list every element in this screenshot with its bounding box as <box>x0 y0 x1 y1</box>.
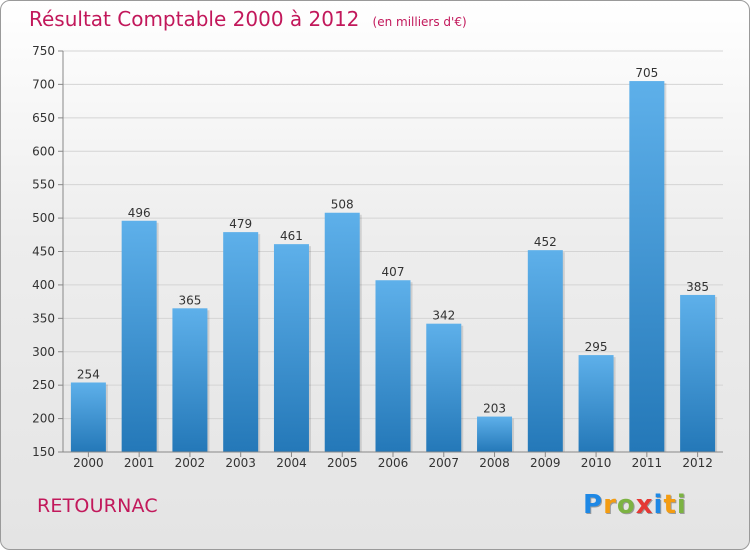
logo-letter: i <box>676 490 687 520</box>
x-tick-label: 2009 <box>530 456 561 470</box>
commune-name: RETOURNAC <box>37 495 158 517</box>
logo-letter: t <box>663 490 677 520</box>
y-tick-label: 600 <box>32 144 55 158</box>
bar-2002 <box>172 308 208 452</box>
y-axis: 150 200 250 300 350 400 450 500 550 600 650 700 750 <box>32 44 64 459</box>
x-tick-label: 2002 <box>175 456 206 470</box>
x-tick-label: 2003 <box>225 456 256 470</box>
bar-2008 <box>477 416 513 452</box>
bar-2011 <box>629 81 665 452</box>
logo-letter: r <box>603 490 617 520</box>
x-tick-label: 2011 <box>632 456 663 470</box>
bar-2004 <box>273 244 309 452</box>
data-label: 342 <box>432 309 455 323</box>
data-label: 705 <box>635 66 658 80</box>
logo-letter: P <box>583 490 604 520</box>
bar-2005 <box>324 212 360 452</box>
bar-2003 <box>223 232 259 452</box>
y-tick-label: 400 <box>32 278 55 292</box>
data-label: 508 <box>331 198 354 212</box>
y-tick-label: 650 <box>32 111 55 125</box>
bar-2001 <box>121 220 157 452</box>
x-tick-label: 2005 <box>327 456 358 470</box>
data-label: 461 <box>280 229 303 243</box>
x-tick-label: 2010 <box>581 456 612 470</box>
y-tick-label: 450 <box>32 245 55 259</box>
bar-2007 <box>426 323 462 452</box>
y-tick-label: 700 <box>32 77 55 91</box>
y-tick-label: 200 <box>32 412 55 426</box>
bar-2000 <box>70 382 106 452</box>
y-tick-label: 750 <box>32 44 55 58</box>
data-label: 496 <box>128 206 151 220</box>
y-tick-label: 250 <box>32 378 55 392</box>
logo-letter: o <box>616 490 636 520</box>
data-label: 385 <box>686 280 709 294</box>
bar-2006 <box>375 280 411 452</box>
x-tick-label: 2004 <box>276 456 307 470</box>
logo-letter: i <box>653 490 664 520</box>
y-tick-label: 550 <box>32 178 55 192</box>
data-label: 365 <box>178 293 201 307</box>
data-label: 452 <box>534 235 557 249</box>
title-text: Résultat Comptable 2000 à 2012 <box>29 7 360 31</box>
y-tick-label: 300 <box>32 345 55 359</box>
x-axis: 2000 2001 2002 2003 2004 2005 2006 2007 2008 2009… <box>63 451 723 470</box>
y-tick-label: 500 <box>32 211 55 225</box>
bar-2010 <box>578 355 614 452</box>
x-tick-label: 2001 <box>124 456 155 470</box>
y-tick-label: 350 <box>32 311 55 325</box>
data-label: 479 <box>229 217 252 231</box>
x-tick-label: 2012 <box>682 456 713 470</box>
proxiti-logo: Proxiti <box>583 490 687 520</box>
unit-text: (en milliers d'€) <box>372 15 467 29</box>
x-tick-label: 2006 <box>378 456 409 470</box>
data-label: 254 <box>77 367 100 381</box>
bar-2009 <box>527 250 563 452</box>
y-tick-label: 150 <box>32 445 55 459</box>
bar-2012 <box>680 294 716 452</box>
data-label: 295 <box>585 340 608 354</box>
bars: 254 496 365 479 461 508 407 342 203 452 295 705 385 <box>70 66 718 452</box>
x-tick-label: 2000 <box>73 456 104 470</box>
x-tick-label: 2008 <box>479 456 510 470</box>
data-label: 407 <box>382 265 405 279</box>
x-tick-label: 2007 <box>428 456 459 470</box>
data-label: 203 <box>483 402 506 416</box>
logo-letter: x <box>635 490 654 520</box>
chart-title: Résultat Comptable 2000 à 2012 (en milli… <box>29 7 467 31</box>
